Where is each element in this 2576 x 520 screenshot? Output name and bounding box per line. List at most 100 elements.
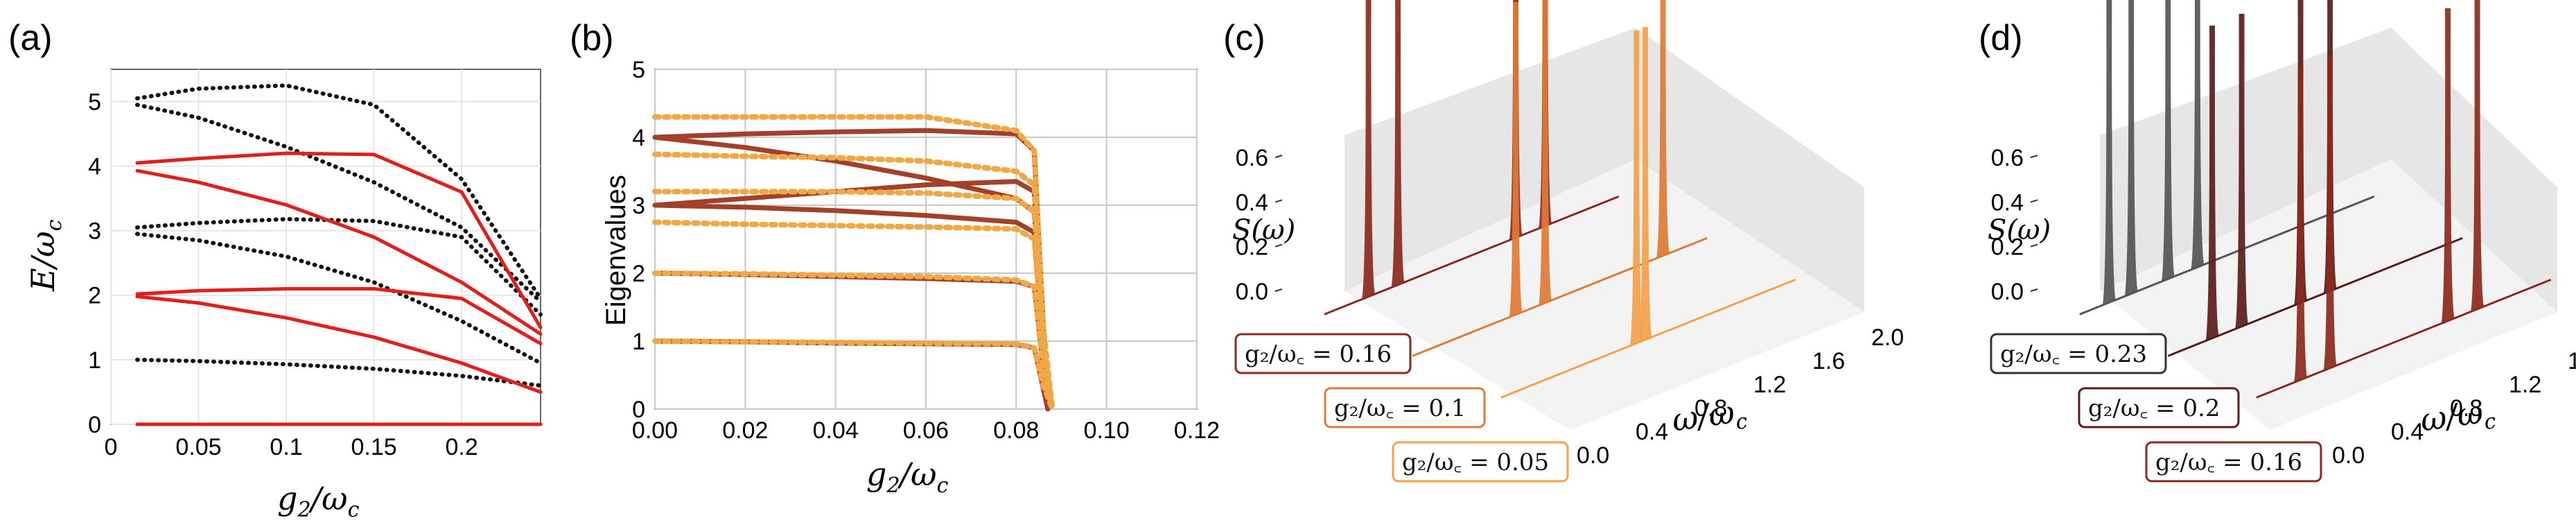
legend-box-frame-c-3 — [1392, 441, 1569, 483]
peak-g2/ωc = 0.16 — [2323, 55, 2337, 372]
x-tick-label: 0.10 — [1084, 417, 1130, 444]
ticks-a: 0 0.05 0.1 0.15 0.2 0 1 2 3 4 5 — [88, 89, 478, 460]
legend-box-c-1: g₂/ω꜀ = 0.16 — [1234, 333, 1412, 374]
x-ticks-c: 0.0 0.4 0.8 1.2 1.6 2.0 — [1577, 324, 1904, 469]
z-tick-label: 0.0 — [1991, 279, 2024, 305]
y-axis-title-a: E/ωc — [24, 219, 67, 292]
legend-box-d-2: g₂/ω꜀ = 0.2 — [2078, 387, 2240, 428]
z-tick-mark — [2030, 155, 2038, 159]
omega-tick-label: 0.8 — [1694, 395, 1727, 422]
x-tick-label: 0 — [105, 434, 118, 460]
x-axis-title-b: g2/ωc — [866, 456, 949, 498]
x-tick-label: 0.08 — [993, 417, 1039, 444]
ticks-b: 0.00 0.02 0.04 0.06 0.08 0.10 0.12 0 1 2 3 4 5 — [632, 57, 1220, 444]
panel-label-d: (d) — [1979, 18, 2023, 58]
y-tick-label: 5 — [632, 57, 645, 83]
x-tick-label: 0.06 — [903, 417, 949, 444]
y-tick-label: 4 — [632, 125, 645, 151]
legend-box-text-d-3: g₂/ω꜀ = 0.16 — [2155, 449, 2302, 476]
x-tick-label: 0.12 — [1174, 417, 1220, 444]
omega-tick-label: 1.2 — [1753, 372, 1786, 398]
z-tick-mark — [1274, 288, 1283, 292]
series-line-red-2 — [135, 295, 543, 394]
series-line-black-dotted-5 — [135, 83, 543, 301]
y-tick-label: 3 — [632, 193, 645, 219]
z-axis-title-d: S(ω) — [1988, 214, 2051, 246]
omega-tick-label: 0.0 — [1577, 442, 1609, 469]
series-line-red-5 — [135, 151, 543, 329]
z-ticks-d: 0.0 0.2 0.4 0.6 — [1991, 145, 2038, 305]
z-tick-mark — [1274, 155, 1283, 159]
omega-tick-label: 0.4 — [2391, 419, 2424, 445]
peak-g2/ωc = 0.23 — [2161, 0, 2175, 283]
z-tick-label: 0.2 — [1236, 234, 1268, 261]
panel-d: (d) 0.00.20.40.6 0.00.40.81.21.62.0 S(ω)… — [1979, 0, 2576, 483]
panel-c: (c) 0.0 0.2 0.4 0.6 0.0 0.4 0.8 1.2 1.6 2.0 S(ω)… — [1223, 0, 1904, 483]
y-tick-label: 5 — [88, 89, 101, 115]
panel-b: (b) 0.00 0.02 0.04 0.06 0.08 0.10 0.12 0 1 2 3 4 5 E… — [570, 18, 1220, 498]
legend-box-text-c-1: g₂/ω꜀ = 0.16 — [1245, 340, 1392, 368]
z-tick-mark — [2030, 199, 2038, 203]
legend-box-d-3: g₂/ω꜀ = 0.16 — [2145, 441, 2322, 483]
series-line-black-dotted-1 — [135, 357, 543, 388]
series-line-dotted-1 — [652, 338, 1055, 412]
z-tick-mark — [1274, 199, 1283, 203]
omega-tick-label: 0.4 — [1636, 419, 1668, 445]
z-tick-mark — [2030, 243, 2038, 248]
series-group-b — [652, 114, 1055, 412]
peak-g2/ωc = 0.16 — [1361, 0, 1376, 300]
x-tick-label: 0.1 — [270, 434, 302, 460]
traces-d — [2079, 0, 2552, 399]
y-tick-label: 3 — [88, 218, 101, 245]
y-tick-label: 4 — [88, 154, 101, 180]
y-tick-label: 1 — [632, 329, 645, 355]
x-tick-label: 0.02 — [722, 417, 768, 444]
z-tick-label: 0.6 — [1991, 145, 2024, 171]
z-tick-label: 0.4 — [1236, 189, 1268, 216]
omega-tick-label: 1.6 — [2568, 348, 2576, 374]
omega-tick-label: 1.2 — [2509, 372, 2541, 398]
z-tick-label: 0.0 — [1236, 279, 1268, 305]
peak-g2/ωc = 0.23 — [2102, 0, 2117, 306]
x-axis-title-c: ω/ωc — [1670, 391, 1749, 443]
y-tick-label: 0 — [88, 412, 101, 438]
x-tick-label: 0.15 — [351, 434, 396, 460]
peak-g2/ωc = 0.2 — [2234, 13, 2249, 330]
omega-tick-label: 1.6 — [1812, 348, 1845, 374]
back-pane-c — [1344, 28, 1864, 312]
z-tick-mark — [1274, 243, 1283, 248]
x-ticks-d: 0.00.40.81.21.62.0 — [2332, 348, 2576, 469]
series-line-black-dotted-2 — [135, 232, 543, 365]
legend-box-text-d-2: g₂/ω꜀ = 0.2 — [2088, 395, 2220, 422]
plot-frame-a — [110, 69, 541, 425]
series-line-black-dotted-4 — [135, 103, 543, 304]
peak-g2/ωc = 0.1 — [1509, 1, 1523, 318]
peak-g2/ωc = 0.05 — [1638, 27, 1652, 344]
legend-box-frame-c-1 — [1234, 333, 1412, 374]
y-axis-title-b: Eigenvalues — [601, 175, 631, 326]
peak-g2/ωc = 0.16 — [2470, 0, 2485, 313]
legend-box-frame-d-2 — [2078, 387, 2240, 428]
z-tick-label: 0.4 — [1991, 189, 2024, 216]
z-ticks-c: 0.0 0.2 0.4 0.6 — [1236, 145, 1283, 305]
x-tick-label: 0.00 — [632, 417, 678, 444]
panel-label-c: (c) — [1223, 18, 1265, 58]
z-tick-label: 0.6 — [1236, 145, 1268, 171]
panel-label-a: (a) — [8, 18, 53, 58]
y-tick-label: 0 — [632, 397, 645, 423]
series-line-red-4 — [135, 168, 543, 336]
legend-box-d-1: g₂/ω꜀ = 0.23 — [1990, 333, 2167, 374]
omega-tick-label: 2.0 — [1871, 324, 1904, 351]
z-tick-label: 0.2 — [1991, 234, 2024, 261]
peak-g2/ωc = 0.1 — [1538, 0, 1552, 306]
peak-g2/ωc = 0.1 — [1656, 0, 1670, 259]
legend-box-c-3: g₂/ω꜀ = 0.05 — [1392, 441, 1569, 483]
peak-g2/ωc = 0.23 — [2190, 0, 2205, 271]
y-tick-label: 2 — [632, 261, 645, 287]
z-axis-title-c: S(ω) — [1232, 214, 1295, 246]
panel-a: (a) 0 0.05 0.1 0.15 0.2 0 1 2 3 4 5 E/ωc g2/ωc — [8, 18, 543, 520]
x-axis-title-a: g2/ωc — [277, 480, 360, 520]
omega-tick-label: 0.8 — [2450, 395, 2482, 422]
